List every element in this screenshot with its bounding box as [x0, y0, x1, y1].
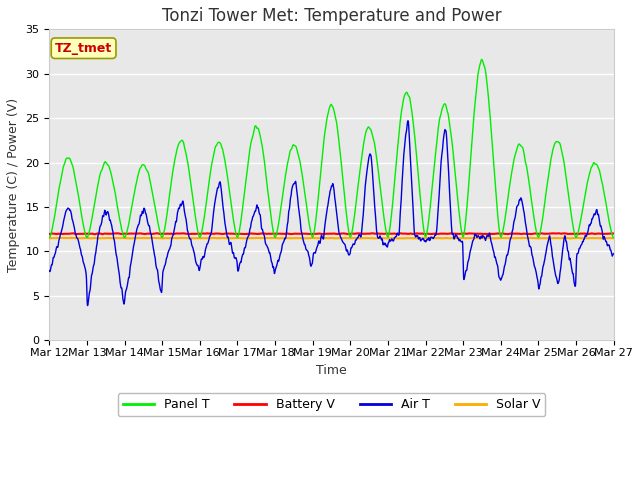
Text: TZ_tmet: TZ_tmet	[55, 42, 112, 55]
Legend: Panel T, Battery V, Air T, Solar V: Panel T, Battery V, Air T, Solar V	[118, 393, 545, 416]
X-axis label: Time: Time	[316, 363, 347, 376]
Y-axis label: Temperature (C) / Power (V): Temperature (C) / Power (V)	[7, 98, 20, 272]
Title: Tonzi Tower Met: Temperature and Power: Tonzi Tower Met: Temperature and Power	[162, 7, 501, 25]
